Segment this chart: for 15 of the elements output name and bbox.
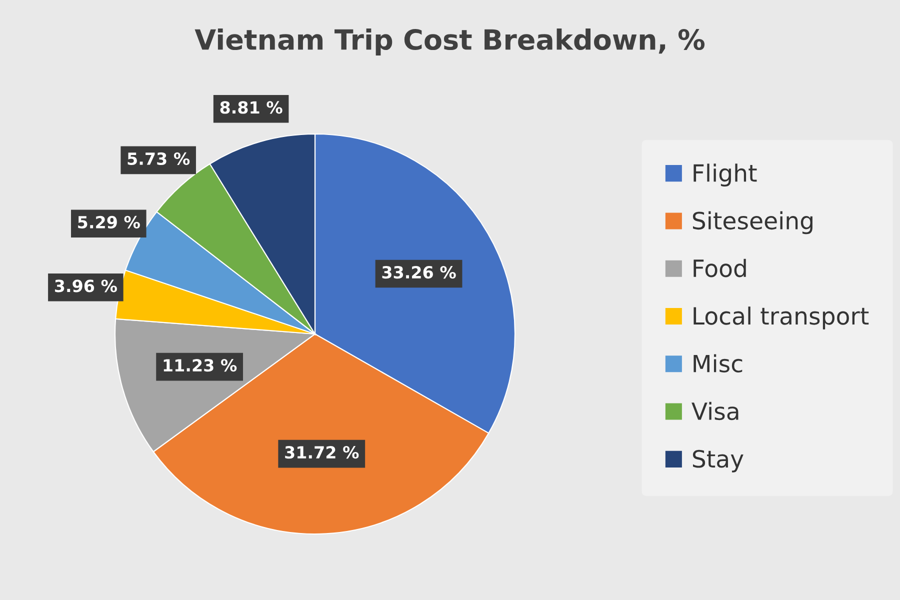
legend-label: Local transport: [694, 306, 869, 330]
legend-label: Food: [694, 258, 746, 278]
chart-title: Vietnam Trip Cost Breakdown, %: [194, 28, 705, 56]
data-label: 8.81 %: [220, 101, 282, 114]
data-label: 5.29 %: [78, 216, 140, 228]
legend-label: Flight: [694, 164, 757, 186]
data-label: 3.96 %: [54, 280, 117, 292]
legend-label: Stay: [692, 450, 744, 472]
data-label: 11.23 %: [164, 359, 237, 372]
data-label: 33.26 %: [382, 266, 456, 279]
data-label: 5.73 %: [128, 152, 190, 166]
legend-label: Visa: [692, 402, 738, 420]
legend-label: Siteseeing: [692, 211, 812, 234]
legend-label: Misc: [694, 354, 742, 372]
data-label: 31.72 %: [285, 446, 359, 459]
